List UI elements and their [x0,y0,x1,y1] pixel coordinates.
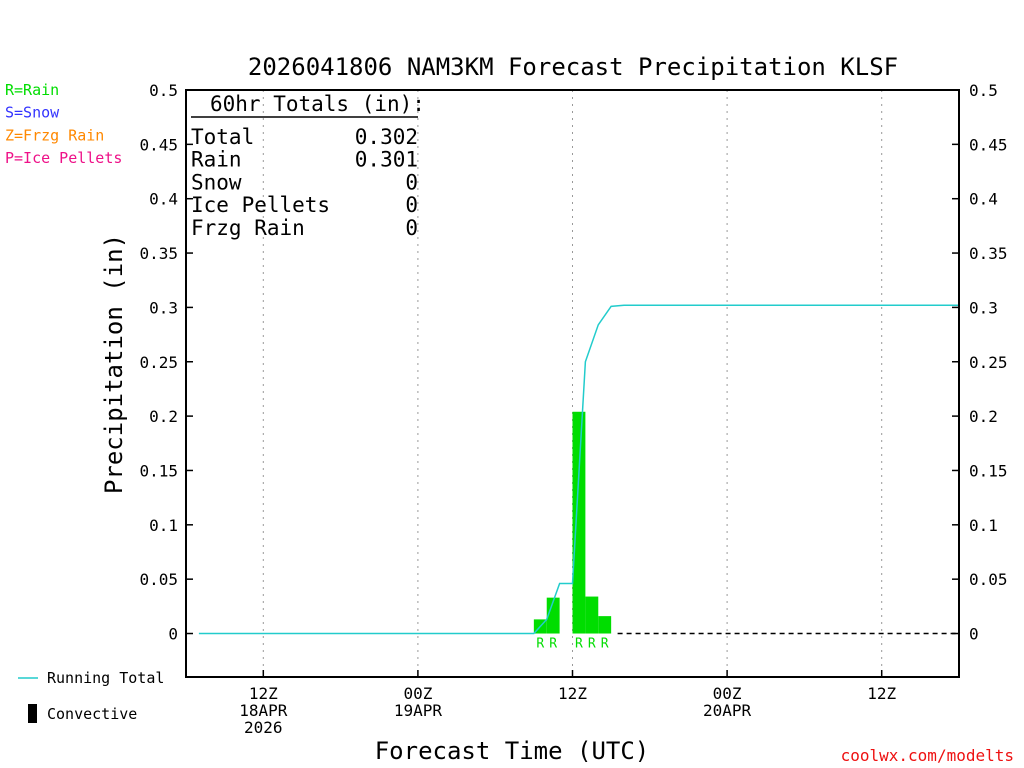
totals-row-label: Ice Pellets [191,193,330,217]
running-total-legend-label: Running Total [47,669,164,687]
y-tick-label-left: 0.1 [149,516,178,535]
ptype-label: R [549,637,557,652]
x-tick-label: 12Z [867,684,896,703]
y-tick-label-right: 0.35 [969,244,1008,263]
x-tick-label: 12Z [249,684,278,703]
totals-row-value: 0 [405,216,418,240]
x-tick-date-label: 20APR [703,701,752,720]
totals-row-label: Frzg Rain [191,216,305,240]
y-tick-label-right: 0.3 [969,298,998,317]
precip-bar [572,411,586,634]
y-tick-label-left: 0.2 [149,407,178,426]
ptype-legend-entry: Z=Frzg Rain [5,126,104,144]
y-tick-label-right: 0.1 [969,516,998,535]
y-tick-label-left: 0.3 [149,298,178,317]
ptype-label: R [536,637,544,652]
ptype-label: R [588,637,596,652]
line-layer [198,304,959,635]
credit-text: coolwx.com/modelts [841,746,1014,765]
ptype-legend-entry: S=Snow [5,104,60,122]
x-tick-date-label: 18APR [239,701,288,720]
convective-legend-swatch [28,704,37,723]
y-tick-label-left: 0 [168,625,178,644]
ptype-legend: R=Rain S=Snow Z=Frzg Rain P=Ice Pellets [5,81,122,167]
totals-row-value: 0.302 [355,125,418,149]
running-total-line [198,304,959,635]
y-tick-label-right: 0.25 [969,353,1008,372]
x-tick-label: 00Z [403,684,432,703]
x-tick-label: 12Z [558,684,587,703]
grid-layer [262,90,959,677]
totals-row-label: Snow [191,170,242,194]
totals-row-label: Rain [191,148,242,172]
totals-box: 60hr Totals (in): Total 0.302 Rain 0.301 Sno… [191,92,425,240]
y-axis-right: 0.5 0.45 0.4 0.35 0.3 0.25 0.2 0.15 0.1 0.05 0 [952,81,1008,644]
y-tick-label-left: 0.25 [139,353,178,372]
ptype-label: R [575,637,583,652]
ptype-label: R [601,637,609,652]
y-tick-label-left: 0.45 [139,135,178,154]
y-tick-label-left: 0.35 [139,244,178,263]
x-tick-date-label: 19APR [394,701,443,720]
x-tick-label: 00Z [713,684,742,703]
y-tick-label-right: 0.45 [969,135,1008,154]
y-tick-label-right: 0.05 [969,570,1008,589]
y-tick-label-right: 0.15 [969,461,1008,480]
precip-bar [546,597,560,634]
y-axis-label: Precipitation (in) [100,234,128,494]
x-axis-label: Forecast Time (UTC) [375,737,650,765]
y-tick-label-right: 0.4 [969,190,998,209]
x-tick-year-label: 2026 [244,718,283,737]
series-legend: Running Total Convective [18,669,164,723]
totals-row-value: 0 [405,170,418,194]
y-tick-label-right: 0 [969,625,979,644]
totals-header: 60hr Totals (in): [210,92,425,116]
y-tick-label-right: 0.2 [969,407,998,426]
totals-row-value: 0 [405,193,418,217]
y-tick-label-left: 0.15 [139,461,178,480]
y-axis-left: 0.5 0.45 0.4 0.35 0.3 0.25 0.2 0.15 0.1 0.05 0 [139,81,193,644]
precip-bar [585,596,599,634]
ptype-legend-entry: P=Ice Pellets [5,149,122,167]
totals-row-label: Total [191,125,254,149]
y-tick-label-right: 0.5 [969,81,998,100]
totals-row-value: 0.301 [355,148,418,172]
y-tick-label-left: 0.4 [149,190,178,209]
ptype-legend-entry: R=Rain [5,81,59,99]
convective-legend-label: Convective [47,705,137,723]
chart-title: 2026041806 NAM3KM Forecast Precipitation… [248,53,898,81]
y-tick-label-left: 0.5 [149,81,178,100]
precip-bar [598,616,612,634]
y-tick-label-left: 0.05 [139,570,178,589]
